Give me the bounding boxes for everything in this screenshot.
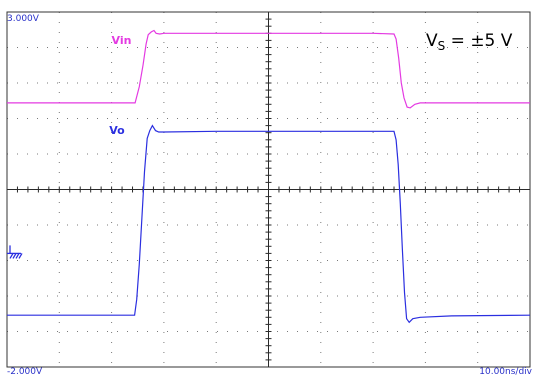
trace-vin [7, 29, 530, 109]
y-top-label: 3.000V [7, 14, 40, 24]
ground-marker-icon [7, 245, 23, 259]
y-bottom-label: -2.000V [7, 367, 43, 377]
supply-annotation: VS = ±5 V [426, 31, 513, 53]
supply-annotation-rest: = ±5 V [445, 31, 513, 51]
labels: 3.000V -2.000V 10.00ns/div VS = ±5 V [7, 14, 533, 377]
traces: Vin Vo [7, 29, 531, 324]
grid [6, 11, 531, 368]
series-label-vin: Vin [112, 34, 132, 47]
x-scale-label: 10.00ns/div [479, 367, 532, 377]
plot-frame [6, 11, 531, 368]
series-label-vo: Vo [109, 124, 125, 137]
supply-annotation-sub: S [438, 39, 446, 53]
trace-vo [7, 124, 531, 324]
supply-annotation-main: V [426, 31, 438, 51]
